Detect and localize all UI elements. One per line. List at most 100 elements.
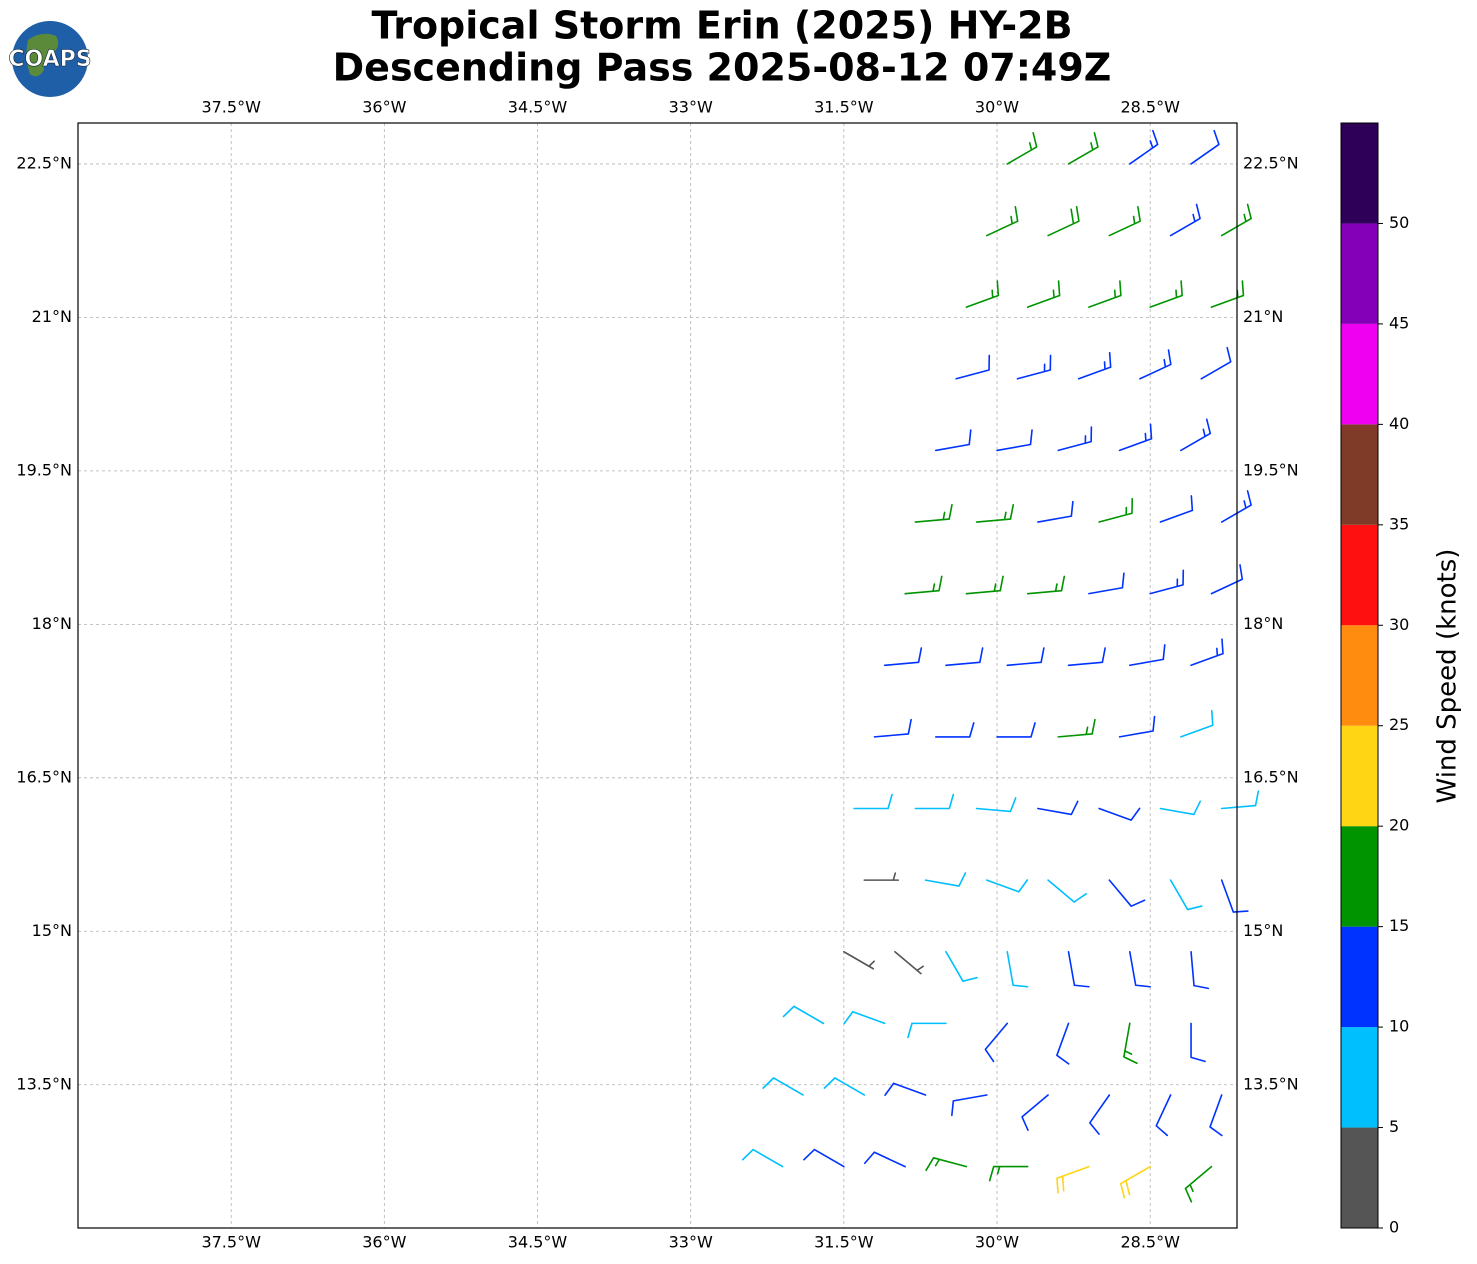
- y-tick-label: 15°N: [1243, 921, 1283, 940]
- wind-barb: [1210, 564, 1244, 595]
- wind-barb: [1184, 1165, 1213, 1203]
- wind-barb: [1016, 354, 1052, 380]
- wind-barb: [975, 797, 1017, 813]
- wind-barb: [1200, 346, 1232, 380]
- logo: COAPS: [8, 21, 92, 97]
- wind-barb: [1057, 718, 1096, 738]
- x-tick-label: 37.5°W: [201, 1233, 261, 1252]
- wind-barb: [863, 872, 900, 881]
- colorbar-tick-label: 40: [1389, 414, 1409, 433]
- colorbar-tick-label: 30: [1389, 615, 1409, 634]
- wind-barb: [907, 1022, 947, 1039]
- wind-barb: [1108, 879, 1146, 907]
- wind-barb: [986, 205, 1019, 237]
- wind-barb: [996, 722, 1036, 738]
- wind-barb: [1047, 879, 1087, 903]
- wind-barb: [1098, 497, 1134, 523]
- x-tick-label: 30°W: [975, 1233, 1019, 1252]
- y-tick-label: 19.5°N: [16, 460, 72, 479]
- wind-barb: [1037, 500, 1074, 523]
- wind-barb: [803, 1148, 845, 1168]
- wind-barb: [965, 280, 1000, 308]
- colorbar-swatch: [1341, 123, 1378, 224]
- colorbar-tick-label: 15: [1389, 916, 1409, 935]
- wind-barb: [782, 1005, 825, 1025]
- wind-barb: [1057, 426, 1093, 452]
- x-tick-label: 34.5°W: [508, 1233, 568, 1252]
- colorbar-swatch: [1341, 323, 1378, 425]
- wind-barb: [1026, 280, 1061, 308]
- wind-barb: [965, 575, 1004, 595]
- x-tick-label: 36°W: [362, 98, 406, 117]
- y-tick-label: 16.5°N: [16, 767, 72, 786]
- wind-barb: [955, 354, 991, 380]
- wind-barb: [1037, 800, 1079, 816]
- wind-barb: [945, 950, 978, 982]
- wind-barb: [1209, 1094, 1223, 1137]
- colorbar-swatch: [1341, 223, 1378, 324]
- colorbar-tick-label: 5: [1389, 1117, 1399, 1136]
- colorbar-swatch: [1341, 826, 1378, 927]
- wind-barb: [873, 718, 912, 738]
- x-tick-label: 33°W: [669, 98, 713, 117]
- wind-barb: [762, 1077, 804, 1096]
- wind-barb: [1123, 1022, 1138, 1065]
- wind-barb: [1210, 280, 1245, 308]
- wind-barb: [951, 1094, 988, 1117]
- wind-barb: [823, 1077, 866, 1096]
- wind-barb: [1006, 950, 1029, 988]
- wind-barb: [1108, 205, 1141, 237]
- x-tick-label: 28.5°W: [1120, 98, 1180, 117]
- wind-barb: [1159, 495, 1194, 523]
- colorbar-swatch: [1341, 524, 1378, 626]
- wind-barb: [894, 950, 924, 975]
- wind-barb: [904, 575, 943, 595]
- wind-barb: [1128, 950, 1151, 988]
- y-tick-label: 19.5°N: [1243, 460, 1299, 479]
- wind-barb: [1056, 1165, 1090, 1194]
- wind-barb: [996, 429, 1033, 452]
- wind-barb: [883, 647, 923, 667]
- ticks: 37.5°W 37.5°W 36°W 36°W 34.5°W 34.5°W 33°W 33°W…: [16, 98, 1298, 1252]
- chart-title: Tropical Storm Erin (2025) HY-2B: [371, 4, 1072, 48]
- y-tick-label: 21°N: [32, 307, 72, 326]
- wind-barb: [1190, 950, 1210, 990]
- x-tick-label: 28.5°W: [1120, 1233, 1180, 1252]
- colorbar-tick-label: 0: [1389, 1218, 1399, 1237]
- wind-barb: [741, 1148, 784, 1168]
- colorbar-swatch: [1341, 1127, 1378, 1228]
- x-tick-label: 30°W: [975, 98, 1019, 117]
- map-frame: [77, 122, 1238, 1229]
- x-tick-label: 34.5°W: [508, 98, 568, 117]
- wind-barb: [1180, 418, 1212, 452]
- wind-barb: [1139, 349, 1172, 380]
- x-tick-label: 36°W: [362, 1233, 406, 1252]
- y-tick-label: 22.5°N: [1243, 153, 1299, 172]
- colorbar-swatch: [1341, 926, 1378, 1028]
- wind-barb: [1220, 879, 1249, 913]
- wind-barb: [1067, 647, 1106, 667]
- colorbar-tick-label: 25: [1389, 715, 1409, 734]
- colorbar-swatch: [1341, 1027, 1378, 1128]
- wind-barb: [986, 879, 1029, 893]
- wind-barb: [1119, 1165, 1151, 1199]
- y-tick-label: 13.5°N: [1243, 1074, 1299, 1093]
- colorbar-tick-label: 35: [1389, 514, 1409, 533]
- colorbar-swatch: [1341, 625, 1378, 726]
- wind-barb: [1067, 132, 1099, 165]
- wind-barb: [843, 950, 876, 970]
- colorbar-swatch: [1341, 725, 1378, 827]
- wind-barb: [853, 793, 893, 810]
- wind-barb: [1006, 132, 1038, 165]
- wind-barb: [1169, 879, 1203, 911]
- wind-barb: [1047, 205, 1080, 237]
- grid: [78, 123, 1237, 1228]
- x-tick-label: 33°W: [669, 1233, 713, 1252]
- y-tick-label: 21°N: [1243, 307, 1283, 326]
- wind-barb: [1128, 129, 1159, 165]
- wind-barb: [1088, 572, 1125, 595]
- barbs: [741, 129, 1260, 1203]
- wind-barb: [843, 1010, 886, 1025]
- colorbar-swatch: [1341, 424, 1378, 525]
